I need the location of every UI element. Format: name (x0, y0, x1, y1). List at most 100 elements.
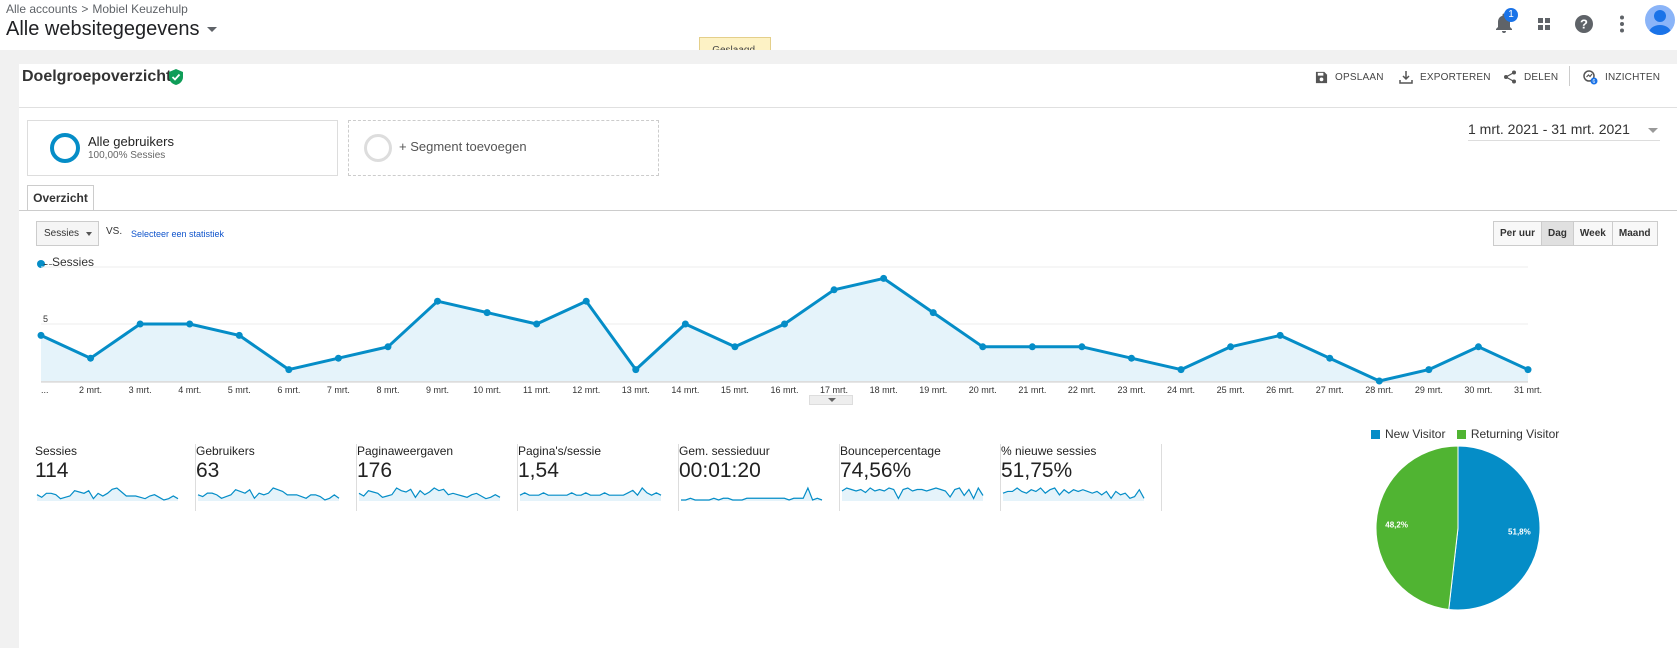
sparkline-area (1003, 488, 1144, 501)
x-tick-label: 8 mrt. (376, 385, 399, 395)
legend-swatch-new (1371, 430, 1380, 439)
data-point[interactable] (1474, 343, 1482, 351)
data-point[interactable] (929, 309, 937, 317)
pie-slice-returning-visitor[interactable] (1375, 445, 1459, 611)
data-point[interactable] (781, 320, 788, 328)
scorecard-label: % nieuwe sessies (1001, 444, 1097, 458)
insights-icon: 6 (1583, 70, 1598, 85)
scorecard-value: 176 (357, 459, 393, 482)
breadcrumb-property[interactable]: Mobiel Keuzehulp (92, 2, 188, 16)
legend-returning-visitor[interactable]: Returning Visitor (1456, 427, 1559, 441)
data-point[interactable] (334, 354, 342, 362)
data-point[interactable] (533, 320, 541, 328)
data-point[interactable] (1078, 343, 1086, 351)
scorecard[interactable]: Sessies 114 (35, 444, 196, 511)
scorecard[interactable]: Paginaweergaven 176 (357, 444, 518, 511)
sparkline-line (1002, 487, 1145, 500)
x-tick-label: 3 mrt. (129, 385, 152, 395)
data-point[interactable] (186, 320, 194, 328)
account-avatar[interactable] (1645, 5, 1675, 35)
data-point[interactable] (681, 320, 689, 328)
caret-down-icon (86, 232, 92, 236)
sparkline-area (37, 488, 178, 501)
notification-badge: 1 (1504, 8, 1518, 22)
insights-button[interactable]: 6 INZICHTEN (1582, 68, 1660, 86)
data-point[interactable] (37, 331, 45, 339)
x-tick-label: 26 mrt. (1266, 385, 1294, 395)
more-menu-button[interactable] (1604, 6, 1640, 42)
scorecard[interactable]: Gem. sessieduur 00:01:20 (679, 444, 840, 511)
download-icon (1399, 71, 1413, 84)
x-tick-label: 18 mrt. (870, 385, 898, 395)
granularity-week[interactable]: Week (1572, 222, 1612, 245)
scorecard[interactable]: Gebruikers 63 (196, 444, 357, 511)
save-button[interactable]: OPSLAAN (1315, 68, 1384, 86)
scorecard-label: Paginaweergaven (357, 444, 454, 458)
data-point[interactable] (1375, 377, 1383, 385)
data-point[interactable] (979, 343, 987, 351)
granularity-month[interactable]: Maand (1611, 222, 1657, 245)
data-point[interactable] (87, 354, 95, 362)
scorecard[interactable]: Bouncepercentage 74,56% (840, 444, 1001, 511)
scorecard[interactable]: Pagina's/sessie 1,54 (518, 444, 679, 511)
tab-overview[interactable]: Overzicht (27, 185, 94, 211)
data-point[interactable] (136, 320, 144, 328)
segment-all-users[interactable]: Alle gebruikers 100,00% Sessies (27, 120, 338, 176)
scorecard-sparkline (36, 487, 179, 501)
collapse-chart-handle[interactable] (809, 395, 853, 405)
data-point[interactable] (235, 331, 243, 339)
data-point[interactable] (582, 297, 590, 305)
data-point[interactable] (1127, 354, 1135, 362)
export-button[interactable]: EXPORTEREN (1399, 68, 1491, 86)
granularity-hour[interactable]: Per uur (1500, 228, 1536, 239)
segment-percentage: 100,00% Sessies (88, 150, 166, 161)
data-point[interactable] (880, 274, 888, 282)
data-point[interactable] (384, 343, 392, 351)
scorecard-sparkline (841, 486, 984, 501)
x-tick-label: 11 mrt. (523, 385, 550, 395)
scorecard-label: Gebruikers (196, 444, 255, 458)
help-button[interactable]: ? (1566, 6, 1602, 42)
data-point[interactable] (1326, 354, 1334, 362)
apps-button[interactable] (1526, 6, 1562, 42)
view-selector[interactable]: Alle websitegegevens (6, 18, 218, 41)
select-metric-link[interactable]: Selecteer een statistiek (131, 229, 225, 239)
tab-divider (19, 210, 1677, 211)
x-tick-label: 12 mrt. (572, 385, 600, 395)
empty-segment-ring-icon (364, 134, 392, 162)
data-point[interactable] (1177, 366, 1185, 374)
data-point[interactable] (483, 309, 491, 317)
data-point[interactable] (434, 297, 442, 305)
sparkline-line (36, 487, 179, 501)
scorecard[interactable]: % nieuwe sessies 51,75% (1001, 444, 1162, 511)
sparkline-area (842, 488, 983, 501)
x-tick-label: 23 mrt. (1117, 385, 1145, 395)
breadcrumb-separator: > (81, 2, 89, 16)
share-button[interactable]: DELEN (1503, 68, 1558, 86)
data-point[interactable] (632, 366, 640, 374)
notifications-button[interactable]: 1 (1486, 6, 1522, 42)
data-point[interactable] (1524, 366, 1532, 374)
svg-text:6: 6 (1593, 79, 1596, 85)
granularity-day[interactable]: Dag (1541, 222, 1573, 245)
sparkline-area (359, 488, 500, 501)
breadcrumb-accounts[interactable]: Alle accounts (6, 2, 78, 16)
caret-down-icon (1648, 128, 1658, 133)
data-point[interactable] (285, 366, 293, 374)
segment-ring-icon (50, 133, 80, 163)
data-point[interactable] (1028, 343, 1036, 351)
pie-slice-new-visitor[interactable] (1448, 445, 1541, 611)
scorecard-sparkline (519, 487, 662, 501)
add-segment-button[interactable]: + Segment toevoegen (348, 120, 659, 176)
data-point[interactable] (1227, 343, 1235, 351)
data-point[interactable] (731, 343, 739, 351)
metric-selector[interactable]: Sessies (36, 221, 99, 246)
data-point[interactable] (1425, 366, 1433, 374)
data-point[interactable] (1276, 331, 1284, 339)
share-label: DELEN (1524, 71, 1559, 83)
date-range-picker[interactable]: 1 mrt. 2021 - 31 mrt. 2021 (1468, 121, 1660, 141)
add-segment-label: + Segment toevoegen (399, 139, 527, 154)
x-tick-label: 20 mrt. (969, 385, 997, 395)
legend-new-visitor[interactable]: New Visitor (1371, 427, 1445, 441)
data-point[interactable] (830, 286, 838, 294)
